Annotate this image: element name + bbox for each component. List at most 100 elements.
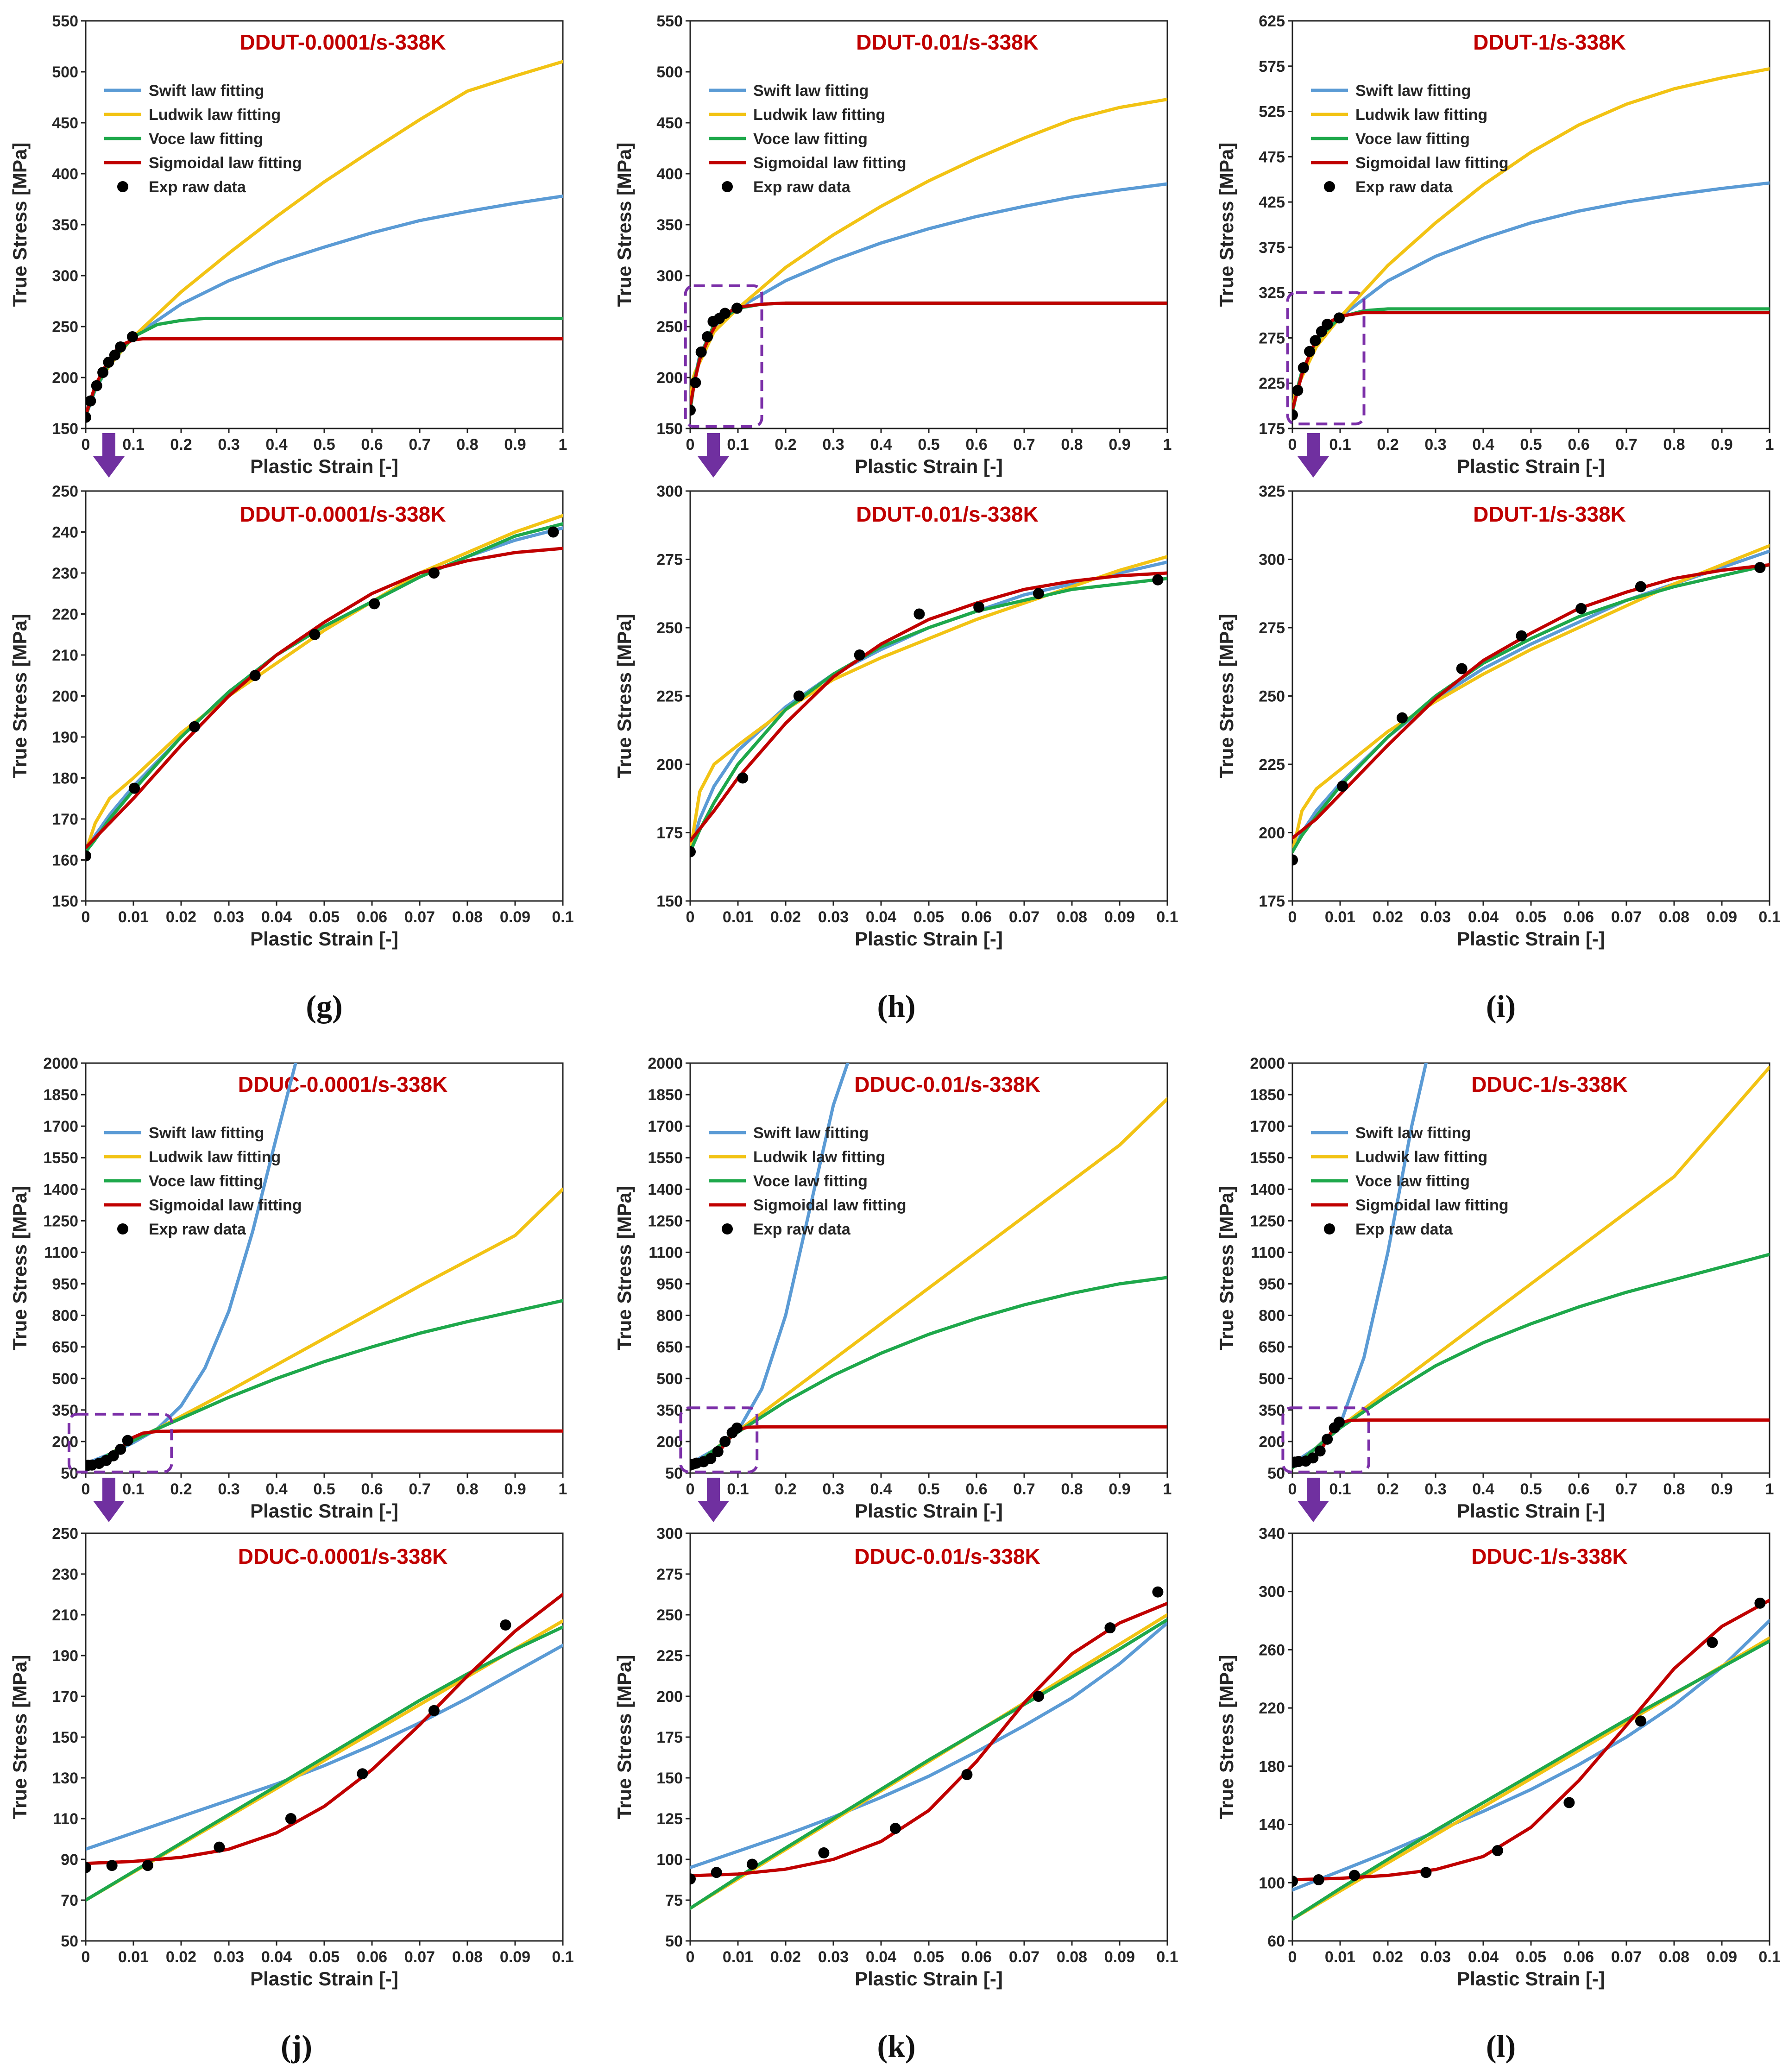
legend-marker-exp [1324, 1223, 1335, 1234]
chart-l-top: 50 200 350 500 650 800 950 1100 1250 1400 1550 1700… [1216, 1055, 1774, 1522]
y-tick-label: 625 [1259, 13, 1285, 30]
x-tick-label: 0.8 [456, 436, 478, 453]
x-axis-title: Plastic Strain [-] [855, 455, 1003, 477]
y-tick-label: 50 [61, 1933, 78, 1950]
y-tick-label: 500 [656, 1370, 683, 1388]
x-tick-label: 0 [1288, 1480, 1297, 1498]
x-tick-label: 0.02 [770, 1948, 801, 1966]
series-line-ludwik [1292, 544, 1770, 854]
x-tick-label: 0.1 [1329, 436, 1351, 453]
legend-marker-exp [117, 1223, 128, 1234]
y-tick-label: 200 [656, 1688, 683, 1706]
x-tick-label: 0.4 [265, 436, 287, 453]
zoom-arrows [93, 433, 1329, 1522]
exp-data-point [961, 1769, 973, 1780]
panel-captions: (g) (h) (i) (j) (k) (l) [281, 989, 1516, 2064]
panel-caption: (l) [1486, 2028, 1516, 2064]
exp-data-point [285, 1813, 296, 1824]
y-axis-title: True Stress [MPa] [613, 1186, 635, 1350]
y-tick-label: 800 [1259, 1307, 1285, 1325]
exp-data-point [731, 1422, 743, 1434]
exp-data-point [690, 1873, 696, 1885]
x-tick-label: 0 [82, 1480, 90, 1498]
x-tick-label: 0.2 [170, 1480, 192, 1498]
x-tick-label: 0.06 [1563, 908, 1594, 926]
x-tick-label: 0.04 [1468, 908, 1499, 926]
plot-area [1292, 1063, 1770, 1470]
zoom-region-box [67, 1412, 173, 1474]
legend-marker-exp [117, 181, 128, 192]
y-tick-label: 400 [52, 165, 78, 183]
chart-i-top: 175 225 275 325 375 425 475 525 575 625 0 0.1 0.2 0.3… [1216, 13, 1774, 477]
exp-data-point [1292, 854, 1298, 866]
y-tick-label: 220 [52, 606, 78, 623]
x-tick-label: 0.03 [1420, 1948, 1451, 1966]
plot-area [690, 97, 1167, 416]
y-tick-label: 75 [665, 1892, 683, 1909]
chart-k-bot: 50 75 100 125 150 175 200 225 250 275 300 0 0.01 0.02… [613, 1525, 1178, 1990]
y-tick-label: 110 [53, 1810, 78, 1828]
legend-label-voce: Voce law fitting [753, 130, 868, 148]
y-tick-label: 340 [1259, 1525, 1285, 1543]
exp-data-point [705, 1453, 717, 1464]
y-tick-label: 500 [52, 63, 78, 81]
y-tick-label: 1100 [44, 1244, 78, 1261]
y-tick-label: 2000 [1250, 1055, 1285, 1072]
exp-data-point [1563, 1797, 1575, 1808]
chart-j-bot: 50 70 90 110 130 150 170 190 210 230 250 0 0.01 0.02 0… [9, 1525, 574, 1990]
x-tick-label: 0.9 [504, 1480, 526, 1498]
y-tick-label: 225 [656, 1647, 683, 1665]
legend-label-swift: Swift law fitting [753, 1124, 869, 1142]
plot-frame [1291, 1532, 1770, 1942]
exp-data-point [719, 308, 731, 319]
y-tick-label: 950 [656, 1276, 683, 1293]
x-tick-label: 0.1 [1758, 1948, 1780, 1966]
x-axis-title: Plastic Strain [-] [250, 1500, 398, 1522]
x-tick-label: 0.08 [452, 1948, 483, 1966]
x-tick-label: 0.4 [870, 1480, 892, 1498]
x-tick-label: 0.8 [1061, 1480, 1083, 1498]
exp-data-point [500, 1619, 511, 1631]
x-axis-title: Plastic Strain [-] [855, 1968, 1003, 1990]
x-tick-label: 0.03 [214, 1948, 244, 1966]
exp-data-point [106, 1860, 118, 1871]
plot-area [690, 1063, 1167, 1471]
y-tick-label: 500 [52, 1370, 78, 1388]
x-tick-label: 0.9 [1109, 436, 1130, 453]
chart-h-bot: 150 175 200 225 250 275 300 0 0.01 0.02 0.03 0.04 0.… [613, 483, 1178, 950]
y-tick-label: 1400 [43, 1181, 78, 1198]
y-tick-label: 170 [52, 1688, 78, 1706]
x-tick-label: 0.07 [1009, 908, 1039, 926]
x-tick-label: 0.2 [1377, 436, 1398, 453]
series-line-swift [690, 1621, 1167, 1870]
exp-data-point [86, 1862, 91, 1873]
y-tick-label: 650 [1259, 1339, 1285, 1356]
y-tick-label: 200 [656, 756, 683, 774]
x-tick-label: 0.2 [1377, 1480, 1398, 1498]
exp-data-point [122, 1435, 133, 1446]
plot-area [1292, 1597, 1770, 1921]
exp-data-point [1152, 1586, 1164, 1598]
x-tick-label: 0.06 [961, 1948, 992, 1966]
x-tick-label: 0.06 [961, 908, 992, 926]
y-tick-label: 225 [1259, 756, 1285, 774]
x-tick-label: 0 [686, 1480, 695, 1498]
exp-data-point [548, 526, 559, 538]
chart-l-bot: 60 100 140 180 220 260 300 340 0 0.01 0.02 0.03 0.04… [1216, 1525, 1781, 1990]
y-tick-label: 175 [1259, 420, 1285, 438]
y-tick-label: 175 [656, 1729, 683, 1746]
exp-data-point [91, 380, 102, 391]
y-tick-label: 150 [656, 1770, 683, 1787]
x-tick-label: 0.04 [866, 908, 896, 926]
x-tick-label: 0.1 [1156, 1948, 1178, 1966]
y-tick-label: 275 [1259, 329, 1285, 347]
x-tick-label: 0.1 [552, 908, 573, 926]
chart-title: DDUT-0.0001/s-338K [240, 502, 446, 526]
legend-label-ludwik: Ludwik law fitting [753, 106, 885, 124]
chart-title: DDUC-0.01/s-338K [854, 1072, 1040, 1096]
series-line-voce [86, 1299, 563, 1471]
y-axis-title: True Stress [MPa] [613, 143, 635, 307]
y-tick-label: 140 [1259, 1816, 1285, 1834]
exp-data-point [1152, 574, 1164, 586]
